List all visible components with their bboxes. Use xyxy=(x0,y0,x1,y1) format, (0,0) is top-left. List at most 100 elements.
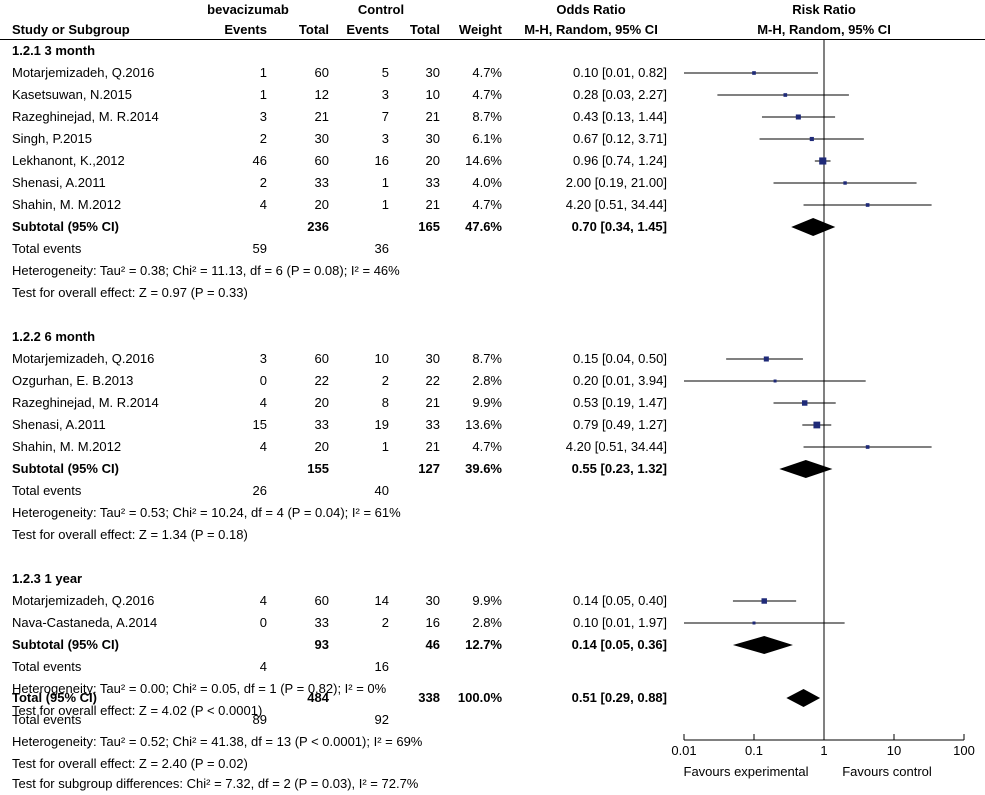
study-effect-ci: 0.67 [0.12, 3.71] xyxy=(573,131,667,146)
study-effect-ci: 0.79 [0.49, 1.27] xyxy=(573,417,667,432)
effect-title: Odds Ratio xyxy=(556,2,626,17)
favours-control-label: Favours control xyxy=(842,764,932,779)
group2-total: 21 xyxy=(425,109,440,124)
total-effect-ci: 0.51 [0.29, 0.88] xyxy=(571,690,667,705)
group2-events: 5 xyxy=(381,65,389,80)
total-events-group2: 16 xyxy=(374,659,389,674)
group1-total: 12 xyxy=(314,87,329,102)
group1-total: 20 xyxy=(314,395,329,410)
study-point-estimate xyxy=(795,114,801,120)
x-axis-tick-label: 100 xyxy=(953,743,975,758)
study-effect-ci: 0.28 [0.03, 2.27] xyxy=(573,87,667,102)
group1-total: 20 xyxy=(314,439,329,454)
group2-events: 10 xyxy=(374,351,389,366)
subtotal-effect-ci: 0.14 [0.05, 0.36] xyxy=(571,637,667,652)
group2-events-header: Events xyxy=(346,22,389,37)
group1-total: 20 xyxy=(314,197,329,212)
study-effect-ci: 2.00 [0.19, 21.00] xyxy=(565,175,667,190)
group2-total: 22 xyxy=(425,373,440,388)
group1-total-header: Total xyxy=(298,22,329,37)
study-name: Shahin, M. M.2012 xyxy=(12,439,122,454)
study-column-header: Study or Subgroup xyxy=(12,22,130,37)
group2-events: 3 xyxy=(381,87,389,102)
study-effect-ci: 4.20 [0.51, 34.44] xyxy=(565,197,667,212)
group1-total: 33 xyxy=(314,615,329,630)
weight-header: Weight xyxy=(458,22,502,37)
subtotal-group2-total: 127 xyxy=(418,461,440,476)
group1-events: 4 xyxy=(259,197,267,212)
study-weight: 9.9% xyxy=(472,395,502,410)
group1-total: 30 xyxy=(314,131,329,146)
group2-total: 21 xyxy=(425,439,440,454)
study-point-estimate xyxy=(809,136,814,142)
study-weight: 14.6% xyxy=(465,153,502,168)
study-effect-ci: 4.20 [0.51, 34.44] xyxy=(565,439,667,454)
heterogeneity-text: Heterogeneity: Tau² = 0.00; Chi² = 0.05,… xyxy=(12,681,387,696)
study-name: Motarjemizadeh, Q.2016 xyxy=(12,65,155,80)
study-name: Singh, P.2015 xyxy=(12,131,92,146)
subtotal-group1-total: 236 xyxy=(307,219,329,234)
group2-events: 1 xyxy=(381,175,389,190)
group1-events: 3 xyxy=(259,109,267,124)
study-weight: 4.7% xyxy=(472,197,502,212)
total-events-group1: 4 xyxy=(259,659,267,674)
group2-events: 8 xyxy=(381,395,389,410)
subtotal-weight: 39.6% xyxy=(465,461,502,476)
group1-events: 0 xyxy=(259,615,267,630)
overall-effect-text: Test for overall effect: Z = 1.34 (P = 0… xyxy=(12,527,248,542)
plot-method-header: M-H, Random, 95% CI xyxy=(757,22,891,37)
study-point-estimate xyxy=(865,203,870,207)
group2-events: 1 xyxy=(381,439,389,454)
study-point-estimate xyxy=(752,71,756,75)
study-effect-ci: 0.96 [0.74, 1.24] xyxy=(573,153,667,168)
study-name: Ozgurhan, E. B.2013 xyxy=(12,373,134,388)
total-events-group2: 40 xyxy=(374,483,389,498)
study-weight: 13.6% xyxy=(465,417,502,432)
group2-events: 16 xyxy=(374,153,389,168)
subtotal-group1-total: 155 xyxy=(307,461,329,476)
total-weight: 100.0% xyxy=(457,690,502,705)
group2-events: 1 xyxy=(381,197,389,212)
study-effect-ci: 0.20 [0.01, 3.94] xyxy=(573,373,667,388)
effect-method-header: M-H, Random, 95% CI xyxy=(524,22,658,37)
group1-total: 60 xyxy=(314,65,329,80)
study-point-estimate xyxy=(843,181,847,185)
group1-total: 60 xyxy=(314,153,329,168)
subtotal-effect-ci: 0.70 [0.34, 1.45] xyxy=(571,219,667,234)
study-name: Motarjemizadeh, Q.2016 xyxy=(12,593,155,608)
x-axis-tick-label: 0.01 xyxy=(671,743,697,758)
group2-total: 30 xyxy=(425,593,440,608)
group1-header: bevacizumab xyxy=(207,2,289,17)
group2-header: Control xyxy=(357,2,405,17)
study-name: Shahin, M. M.2012 xyxy=(12,197,122,212)
group2-total: 33 xyxy=(425,417,440,432)
total-events-label: Total events xyxy=(12,712,82,727)
group1-events: 46 xyxy=(252,153,267,168)
group1-events: 0 xyxy=(259,373,267,388)
study-weight: 4.7% xyxy=(472,65,502,80)
study-name: Kasetsuwan, N.2015 xyxy=(12,87,132,102)
x-axis-tick-label: 0.1 xyxy=(744,743,764,758)
study-weight: 2.8% xyxy=(472,373,502,388)
study-weight: 4.7% xyxy=(472,87,502,102)
group2-total: 21 xyxy=(425,197,440,212)
group1-total: 33 xyxy=(314,175,329,190)
group1-total: 33 xyxy=(314,417,329,432)
subtotal-weight: 12.7% xyxy=(465,637,502,652)
group2-events: 2 xyxy=(381,373,389,388)
group2-events: 7 xyxy=(381,109,389,124)
study-weight: 2.8% xyxy=(472,615,502,630)
study-point-estimate xyxy=(761,598,767,604)
group2-events: 19 xyxy=(374,417,389,432)
group1-total: 21 xyxy=(314,109,329,124)
group1-events: 15 xyxy=(252,417,267,432)
group2-total: 21 xyxy=(425,395,440,410)
group2-total-header: Total xyxy=(409,22,440,37)
group2-total: 10 xyxy=(425,87,440,102)
study-name: Razeghinejad, M. R.2014 xyxy=(12,109,159,124)
study-point-estimate xyxy=(773,379,777,383)
study-name: Motarjemizadeh, Q.2016 xyxy=(12,351,155,366)
study-name: Nava-Castaneda, A.2014 xyxy=(12,615,158,630)
subgroup-title: 1.2.3 1 year xyxy=(12,571,83,586)
